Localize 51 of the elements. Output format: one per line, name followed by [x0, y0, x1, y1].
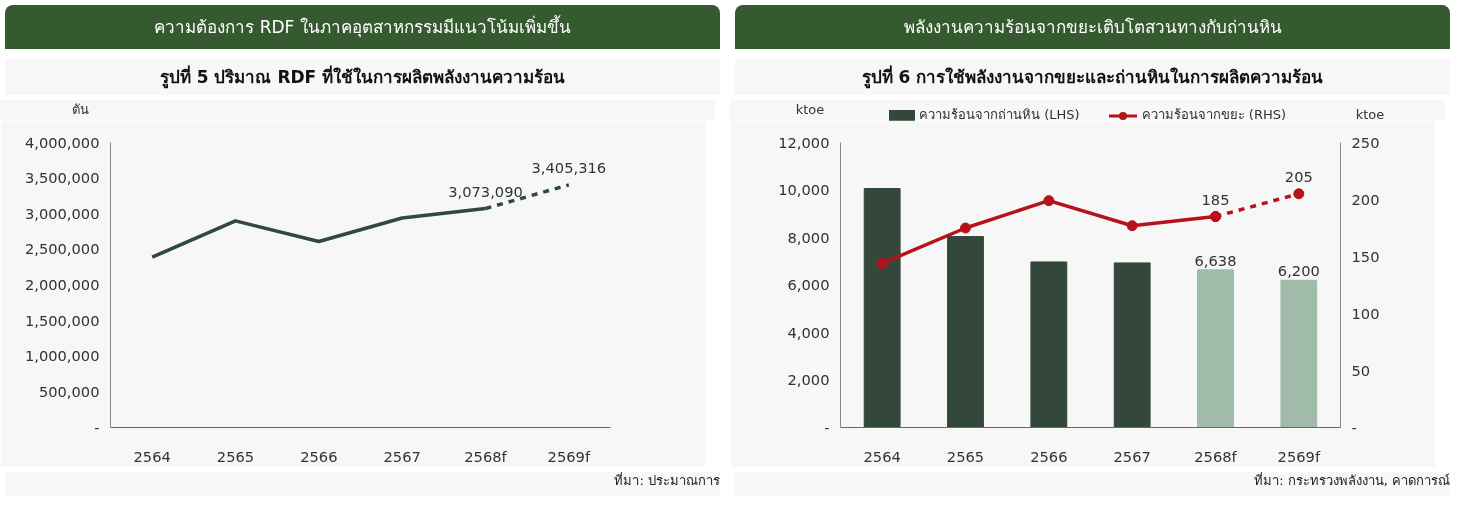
x-tick-label: 2565 — [946, 447, 985, 465]
y-tick-label: 2,500,000 — [24, 240, 100, 258]
chart-title: พลังงานความร้อนจากขยะเติบโตสวนทางกับถ่านหิน — [903, 16, 1282, 39]
y2-tick-label: 100 — [1351, 304, 1380, 322]
x-tick-label: 2569f — [547, 447, 591, 465]
y2-tick-label: 150 — [1351, 247, 1380, 265]
data-label: 6,638 — [1194, 251, 1237, 269]
x-tick-label: 2564 — [133, 447, 171, 465]
x-tick-label: 2568f — [1194, 447, 1238, 465]
x-tick-label: 2566 — [1030, 447, 1068, 465]
x-tick-label: 2567 — [383, 447, 421, 465]
data-label: 6,200 — [1277, 262, 1320, 280]
chart-subtitle: รูปที่ 6 การใช้พลังงานจากขยะและถ่านหินในการผลิตความร้อน — [861, 64, 1324, 91]
y-tick-label: 10,000 — [778, 181, 830, 198]
y-axis-title: ตัน — [71, 101, 89, 119]
y-tick-label: 3,000,000 — [24, 204, 100, 222]
y-tick-label: 6,000 — [787, 276, 830, 293]
data-label: 3,405,316 — [531, 158, 607, 176]
y2-tick-label: 200 — [1351, 190, 1380, 208]
text: ที่มา: ประมาณการ — [614, 472, 720, 490]
legend-label: ความร้อนจากขยะ (RHS) — [1141, 107, 1287, 122]
data-label: 185 — [1201, 190, 1230, 208]
y-tick-label: - — [94, 418, 100, 436]
chart-subtitle: รูปที่ 5 ปริมาณ RDF ที่ใช้ในการผลิตพลังงานความร้อน — [159, 64, 566, 91]
data-label: 3,073,090 — [448, 182, 523, 200]
y-tick-label: 3,500,000 — [24, 169, 100, 187]
y-tick-label: 8,000 — [787, 228, 830, 246]
y2-tick-label: - — [1351, 418, 1357, 436]
chart-title: ความต้องการ RDF ในภาคอุตสาหกรรมมีแนวโน้มเพิ่มขึ้น — [154, 14, 571, 40]
y2-tick-label: 250 — [1351, 133, 1380, 151]
y-axis-title: ktoe — [795, 101, 825, 119]
y2-axis-title: ktoe — [1355, 106, 1385, 124]
y-tick-label: 500,000 — [38, 382, 100, 400]
x-tick-label: 2569f — [1277, 447, 1321, 465]
x-tick-label: 2568f — [464, 447, 508, 465]
x-tick-label: 2567 — [1113, 447, 1151, 465]
x-tick-label: 2566 — [300, 447, 338, 465]
y-tick-label: 2,000,000 — [24, 276, 100, 293]
x-tick-label: 2564 — [863, 447, 901, 465]
y-tick-label: 4,000 — [787, 323, 830, 341]
y-tick-label: 1,500,000 — [24, 311, 100, 329]
text: ที่มา: กระทรวงพลังงาน, คาดการณ์ — [1254, 472, 1450, 490]
y-tick-label: 4,000,000 — [24, 133, 100, 151]
x-tick-label: 2565 — [216, 447, 255, 465]
data-label: 205 — [1284, 167, 1313, 185]
y2-tick-label: 50 — [1351, 361, 1371, 379]
legend-label: ความร้อนจากถ่านหิน (LHS) — [919, 107, 1080, 122]
y-tick-label: - — [824, 418, 830, 436]
y-tick-label: 2,000 — [787, 371, 830, 388]
y-tick-label: 1,000,000 — [24, 347, 100, 365]
y-tick-label: 12,000 — [778, 133, 830, 151]
